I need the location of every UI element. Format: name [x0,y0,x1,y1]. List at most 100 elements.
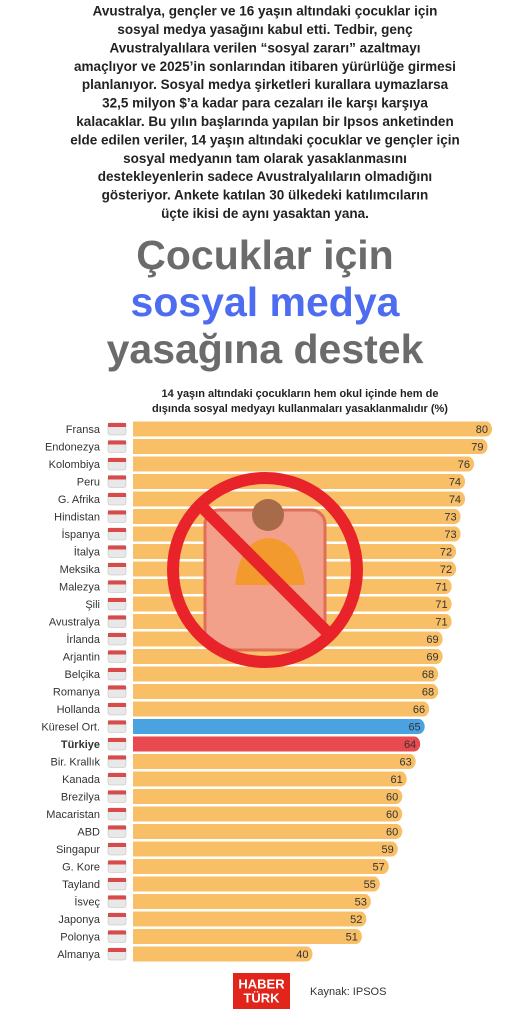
category-label: Bir. Krallık [50,756,100,768]
category-label: Meksika [60,564,101,576]
intro-line: Avustralya, gençler ve 16 yaşın altındak… [93,4,438,19]
intro-line: sosyal medyanın tam olarak yasaklanmasın… [123,151,407,166]
category-label: ABD [77,826,100,838]
logo-text: TÜRK [243,990,280,1005]
flag-stripe [108,458,126,462]
value-label: 73 [444,511,456,523]
category-label: Macaristan [46,809,100,821]
flag-stripe [108,685,126,690]
flag-stripe [108,755,126,760]
bar [133,684,439,699]
category-label: Japonya [58,914,100,926]
flag-stripe [108,528,126,532]
flag-stripe [108,808,126,812]
bar [133,929,362,944]
value-label: 71 [435,599,447,611]
category-label: G. Afrika [58,494,101,506]
flag-stripe [108,878,126,882]
flag-stripe [108,913,126,917]
flag-stripe [108,650,126,655]
value-label: 76 [458,459,470,471]
bar [133,824,403,839]
intro-line: gösteriyor. Ankete katılan 30 ülkedeki k… [102,188,429,203]
flag-stripe [108,703,126,707]
intro-line: üçte ikisi de aynı yasaktan yana. [161,206,369,221]
category-label: Hindistan [54,511,100,523]
flag-stripe [108,440,126,445]
category-label: Tayland [62,879,100,891]
category-label: İtalya [74,545,101,558]
category-label: Belçika [65,669,101,681]
value-label: 66 [413,704,425,716]
category-label: Kolombiya [49,459,101,471]
bar [133,789,403,804]
bar [133,911,367,927]
intro-line: sosyal medya yasağını kabul etti. Tedbir… [117,22,413,37]
category-label: Şili [85,599,100,611]
bar [133,806,403,822]
value-label: 64 [404,739,416,751]
category-label: Hollanda [57,704,101,716]
bar [133,841,398,857]
category-label: Almanya [57,949,101,961]
flag-stripe [108,598,126,602]
category-label: Polonya [60,931,101,943]
value-label: 69 [426,651,438,663]
category-label: Malezya [59,581,101,593]
value-label: 79 [471,441,483,453]
value-label: 57 [373,861,385,873]
flag-stripe [108,843,126,847]
flag-stripe [108,773,126,777]
flag-stripe [108,633,126,637]
bar [133,771,407,787]
flag-stripe [108,545,126,550]
intro-line: Avustralyalılara verilen “sosyal zararı”… [110,40,421,55]
value-label: 52 [350,914,362,926]
person-head [252,499,284,531]
category-label: Kanada [62,774,101,786]
category-label: Arjantin [63,651,100,663]
category-label: İsveç [74,895,100,908]
value-label: 60 [386,826,398,838]
value-label: 40 [296,949,308,961]
headline: Çocuklar için [136,232,393,278]
bar [133,666,439,682]
no-sign-bar [195,500,335,640]
bar [133,859,389,874]
bar [133,719,425,734]
value-label: 53 [355,896,367,908]
value-label: 61 [390,774,402,786]
flag-stripe [108,720,126,725]
value-label: 71 [435,581,447,593]
logo-text: HABER [238,976,285,991]
category-label: Brezilya [61,791,101,803]
bar [133,456,475,472]
value-label: 68 [422,669,434,681]
category-label: İrlanda [66,633,101,646]
value-label: 55 [364,879,376,891]
intro-line: kalacaklar. Bu yılın başlarında yapılan … [76,114,453,129]
bar [133,491,466,507]
bar [133,946,313,962]
value-label: 51 [346,931,358,943]
bar [133,876,380,892]
value-label: 72 [440,546,452,558]
category-label: Romanya [53,686,101,698]
value-label: 72 [440,564,452,576]
bar [133,754,416,769]
chart-subtitle: 14 yaşın altındaki çocukların hem okul i… [162,388,439,400]
intro-line: amaçlıyor ve 2025’in sonlarından itibare… [74,59,456,74]
flag-stripe [108,825,126,830]
value-label: 68 [422,686,434,698]
bar [133,421,492,437]
value-label: 65 [408,721,420,733]
flag-stripe [108,860,126,865]
value-label: 60 [386,791,398,803]
category-label: Endonezya [45,441,101,453]
flag-stripe [108,423,126,427]
flag-stripe [108,668,126,672]
value-label: 71 [435,616,447,628]
flag-stripe [108,930,126,935]
value-label: 69 [426,634,438,646]
headline: yasağına destek [107,326,424,372]
